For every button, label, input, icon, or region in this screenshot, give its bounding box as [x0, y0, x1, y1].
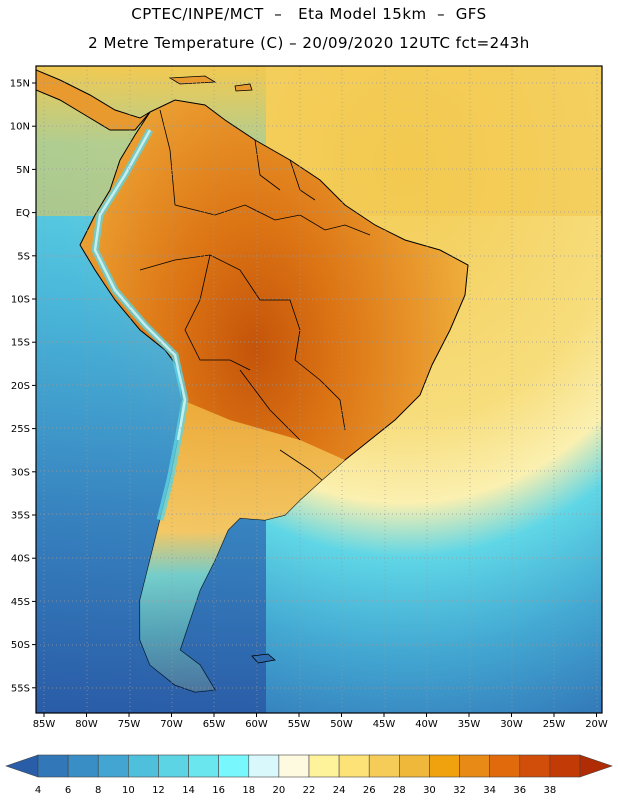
lon-tick-label: 20W — [585, 719, 608, 730]
colorbar-label: 26 — [363, 785, 376, 796]
colorbar-label: 4 — [35, 785, 41, 796]
colorbar-label: 30 — [423, 785, 436, 796]
colorbar-label: 38 — [544, 785, 557, 796]
lon-tick-label: 25W — [543, 719, 566, 730]
colorbar-label: 10 — [122, 785, 135, 796]
lon-tick-label: 30W — [500, 719, 523, 730]
colorbar-label: 34 — [483, 785, 496, 796]
lon-tick-label: 85W — [33, 719, 56, 730]
colorbar-label: 36 — [513, 785, 526, 796]
lon-tick-label: 70W — [160, 719, 183, 730]
lon-tick-label: 35W — [458, 719, 481, 730]
colorbar-label: 22 — [303, 785, 316, 796]
colorbar-label: 24 — [333, 785, 346, 796]
central-america-landmass — [36, 69, 151, 131]
lat-tick-label: 5S — [17, 251, 30, 262]
colorbar-swatch — [519, 754, 551, 778]
caribbean-islands — [168, 75, 253, 92]
colorbar-swatch — [128, 754, 159, 778]
colorbar-swatch — [489, 754, 521, 778]
latitude-ticks: 15N 10N 5N EQ 5S 10S 15S 20S 25S 30S 35S 40S 45S 50S 5… — [10, 79, 36, 694]
colorbar-swatch — [278, 754, 310, 778]
lat-tick-label: 55S — [11, 683, 30, 694]
colorbar-label: 28 — [393, 785, 406, 796]
lat-tick-label: 50S — [11, 640, 30, 651]
lat-tick-label: 5N — [16, 165, 30, 176]
longitude-ticks: 85W 80W 75W 70W 65W 60W 55W 50W 45W 40W 35W 30W 25W 2… — [33, 713, 608, 730]
colorbar-label: 12 — [152, 785, 165, 796]
colorbar-label: 20 — [273, 785, 286, 796]
colorbar-swatch — [97, 754, 129, 778]
lat-tick-label: 20S — [11, 381, 30, 392]
colorbar-swatch — [399, 754, 430, 778]
colorbar-swatch — [459, 754, 490, 778]
lon-tick-label: 45W — [373, 719, 396, 730]
colorbar-swatch — [308, 754, 340, 778]
colorbar-swatch — [218, 754, 250, 778]
colorbar-label: 16 — [212, 785, 225, 796]
colorbar-label: 14 — [182, 785, 195, 796]
colorbar-label: 6 — [65, 785, 71, 796]
lon-tick-label: 75W — [118, 719, 141, 730]
colorbar-under-triangle — [5, 754, 39, 778]
lon-tick-label: 80W — [75, 719, 98, 730]
colorbar-label: 8 — [95, 785, 101, 796]
map-panel — [36, 66, 602, 713]
lon-tick-label: 65W — [203, 719, 226, 730]
map-frame — [35, 65, 603, 714]
lon-tick-label: 60W — [245, 719, 268, 730]
falkland-islands — [251, 653, 276, 664]
colorbar-swatch — [368, 754, 400, 778]
colorbar-swatch — [429, 754, 460, 778]
lat-tick-label: 25S — [11, 424, 30, 435]
colorbar-swatch — [549, 754, 581, 778]
colorbar-label: 32 — [453, 785, 466, 796]
lat-tick-label: 10N — [10, 122, 30, 133]
colorbar-over-triangle — [579, 754, 613, 778]
colorbar-swatch — [67, 754, 99, 778]
colorbar-swatch — [158, 754, 189, 778]
colorbar-label: 18 — [242, 785, 255, 796]
southern-cone-cool-overlay — [140, 400, 345, 692]
map-title-line1: CPTEC/INPE/MCT – Eta Model 15km – GFS — [131, 5, 487, 23]
lat-tick-label: 15S — [11, 338, 30, 349]
lat-tick-label: 35S — [11, 511, 30, 522]
colorbar-swatch — [338, 754, 370, 778]
colorbar-swatch — [188, 754, 219, 778]
country-borders — [139, 109, 371, 481]
lon-tick-label: 55W — [288, 719, 311, 730]
lat-tick-label: 30S — [11, 467, 30, 478]
lon-tick-label: 50W — [330, 719, 353, 730]
map-title-line2: 2 Metre Temperature (C) – 20/09/2020 12U… — [88, 34, 530, 52]
lat-tick-label: 10S — [11, 295, 30, 306]
temperature-colorbar: 4 6 8 10 12 14 16 18 20 22 24 26 28 30 32 34 36 38 — [5, 754, 613, 796]
lat-tick-label: 45S — [11, 597, 30, 608]
lat-tick-label: 40S — [11, 554, 30, 565]
colorbar-swatch — [248, 754, 280, 778]
lat-tick-label: 15N — [10, 79, 30, 90]
lat-tick-label: EQ — [16, 208, 30, 219]
colorbar-swatch — [37, 754, 69, 778]
lon-tick-label: 40W — [415, 719, 438, 730]
